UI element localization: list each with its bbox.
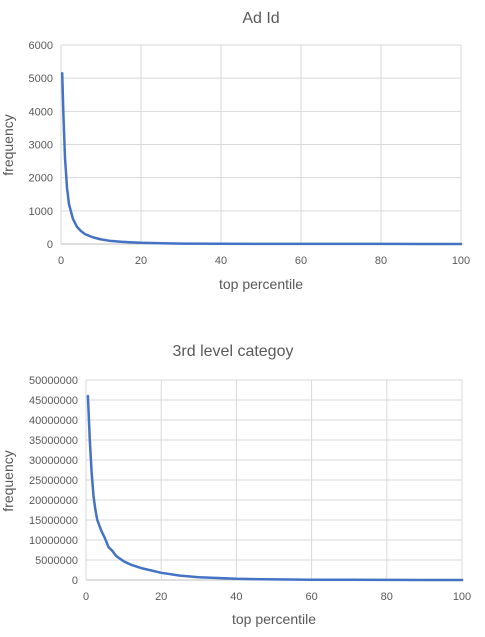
chart-1-x-tick-label: 40 [215,255,227,267]
chart-1-series-line [60,71,463,246]
chart-1-x-axis-label: top percentile [219,276,303,292]
chart-2-y-tick-label: 40000000 [29,415,78,427]
chart-1-gridlines [60,44,462,245]
chart-2-y-tick-label: 45000000 [29,395,78,407]
chart-2-x-tick-label: 60 [305,591,317,603]
chart-2-y-ticks: 0 5000000 10000000 15000000 20000000 25000000… [29,375,78,587]
chart-1-x-tick-label: 80 [375,255,387,267]
chart-3rd-level-category: 3rd level categoy 0 5000000 10000000 150000… [0,343,471,627]
chart-2-y-tick-label: 20000000 [29,495,78,507]
chart-1-y-tick-label: 6000 [29,40,53,52]
chart-1-x-tick-label: 0 [58,255,64,267]
chart-1-y-tick-label: 3000 [29,140,53,152]
chart-ad-id: Ad Id 0 1000 2000 3000 4000 5000 6000 0 20 40 60 8… [0,10,470,292]
chart-2-x-tick-label: 40 [230,591,242,603]
chart-2-x-ticks: 0 20 40 60 80 100 [83,591,471,603]
chart-1-x-tick-label: 60 [295,255,307,267]
chart-1-x-ticks: 0 20 40 60 80 100 [58,255,470,267]
chart-2-x-tick-label: 80 [381,591,393,603]
chart-2-y-tick-label: 10000000 [29,535,78,547]
chart-1-y-tick-label: 1000 [29,206,53,218]
chart-2-y-axis-label: frequency [0,450,16,511]
chart-1-y-tick-label: 4000 [29,106,53,118]
chart-2-y-tick-label: 50000000 [29,375,78,387]
chart-2-x-tick-label: 0 [83,591,89,603]
chart-2-y-tick-label: 5000000 [35,555,78,567]
chart-2-y-tick-label: 0 [72,575,78,587]
chart-2-series-line [86,394,464,582]
chart-2-x-tick-label: 20 [155,591,167,603]
chart-1-y-tick-label: 0 [47,239,53,251]
chart-1-y-tick-label: 2000 [29,173,53,185]
chart-2-y-tick-label: 30000000 [29,455,78,467]
chart-1-x-tick-label: 100 [452,255,470,267]
chart-1-x-tick-label: 20 [135,255,147,267]
chart-2-y-tick-label: 35000000 [29,435,78,447]
chart-1-y-axis-label: frequency [0,114,16,175]
chart-1-title: Ad Id [242,10,279,27]
chart-2-title: 3rd level categoy [173,343,294,360]
chart-1-y-ticks: 0 1000 2000 3000 4000 5000 6000 [29,40,53,251]
chart-2-y-tick-label: 15000000 [29,515,78,527]
chart-2-x-axis-label: top percentile [232,611,316,627]
chart-2-x-tick-label: 100 [453,591,471,603]
chart-2-y-tick-label: 25000000 [29,475,78,487]
chart-2-gridlines [85,379,463,581]
chart-1-y-tick-label: 5000 [29,73,53,85]
